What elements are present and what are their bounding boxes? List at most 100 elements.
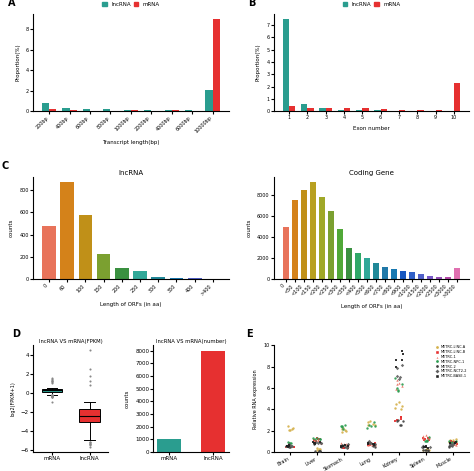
Point xyxy=(398,347,405,355)
Point xyxy=(419,434,426,442)
Bar xyxy=(344,108,350,111)
Point xyxy=(283,442,291,450)
Point xyxy=(312,438,320,445)
Point xyxy=(341,422,349,429)
Point xyxy=(393,416,401,424)
Point xyxy=(365,422,373,429)
Point xyxy=(419,442,426,450)
Point xyxy=(343,444,350,451)
Point xyxy=(364,439,372,447)
Point xyxy=(426,443,433,451)
Point xyxy=(364,424,371,431)
Point xyxy=(341,444,348,452)
Point xyxy=(365,440,373,448)
Point xyxy=(290,443,297,451)
Point xyxy=(450,438,457,445)
Point xyxy=(364,421,372,429)
Point xyxy=(392,417,399,425)
Bar xyxy=(310,182,317,279)
Point xyxy=(342,440,349,447)
Point xyxy=(338,425,346,432)
Point xyxy=(343,442,351,449)
Point xyxy=(285,439,293,447)
Point xyxy=(452,435,460,443)
Point xyxy=(419,432,427,439)
Bar xyxy=(283,227,290,279)
Point xyxy=(311,435,319,442)
Bar xyxy=(131,110,138,111)
Point xyxy=(371,440,378,448)
Point xyxy=(425,433,433,441)
Point xyxy=(422,442,430,450)
Bar xyxy=(201,350,225,452)
Point xyxy=(393,364,401,372)
Bar xyxy=(436,110,442,111)
Point xyxy=(286,442,294,450)
Text: C: C xyxy=(2,161,9,171)
Point xyxy=(450,440,457,447)
Bar xyxy=(417,110,424,111)
Point xyxy=(393,417,401,425)
Point xyxy=(370,441,378,448)
Point xyxy=(314,436,321,443)
Point xyxy=(344,440,352,448)
Point xyxy=(424,437,431,445)
Point xyxy=(447,440,454,447)
Point xyxy=(338,428,346,436)
Bar xyxy=(42,226,56,279)
Point xyxy=(316,438,324,446)
Point xyxy=(448,441,456,449)
Point xyxy=(317,438,324,446)
Point xyxy=(283,442,291,450)
Bar xyxy=(319,108,326,111)
Point xyxy=(343,427,350,434)
Point xyxy=(447,439,454,447)
Bar xyxy=(103,109,110,111)
Bar xyxy=(151,277,165,279)
Point xyxy=(311,440,319,447)
Point xyxy=(398,422,405,429)
Title: Coding Gene: Coding Gene xyxy=(349,170,394,176)
Point xyxy=(448,442,456,450)
Point xyxy=(341,441,348,449)
Point xyxy=(286,442,293,449)
Point xyxy=(288,439,295,447)
Point xyxy=(451,440,458,447)
Bar xyxy=(42,104,49,111)
Bar xyxy=(170,278,183,279)
Point xyxy=(364,441,372,449)
Point xyxy=(340,444,348,452)
Point xyxy=(425,433,432,441)
Point xyxy=(367,422,375,430)
Point xyxy=(366,440,374,448)
Y-axis label: counts: counts xyxy=(125,390,130,408)
Point xyxy=(446,437,454,444)
Point xyxy=(285,441,293,449)
Point xyxy=(371,443,378,450)
Point xyxy=(315,447,323,455)
Point xyxy=(315,445,322,452)
Point xyxy=(445,443,453,450)
Point xyxy=(286,426,294,433)
Text: E: E xyxy=(246,329,253,339)
Point xyxy=(393,384,401,392)
Point xyxy=(337,444,345,451)
Point xyxy=(424,447,432,454)
Point xyxy=(452,438,460,446)
Point xyxy=(392,363,400,371)
Point xyxy=(369,440,377,447)
Point xyxy=(285,441,292,448)
Point xyxy=(289,424,296,432)
Point xyxy=(285,444,292,451)
Point xyxy=(423,443,430,450)
Point xyxy=(339,443,347,450)
Point xyxy=(448,439,456,446)
Bar xyxy=(454,83,460,111)
Point xyxy=(393,380,401,388)
Point xyxy=(337,443,345,450)
Point xyxy=(447,440,455,447)
X-axis label: Length of ORFs (in aa): Length of ORFs (in aa) xyxy=(100,302,162,307)
Point xyxy=(397,413,404,421)
Bar xyxy=(133,271,147,279)
Bar xyxy=(97,253,110,279)
